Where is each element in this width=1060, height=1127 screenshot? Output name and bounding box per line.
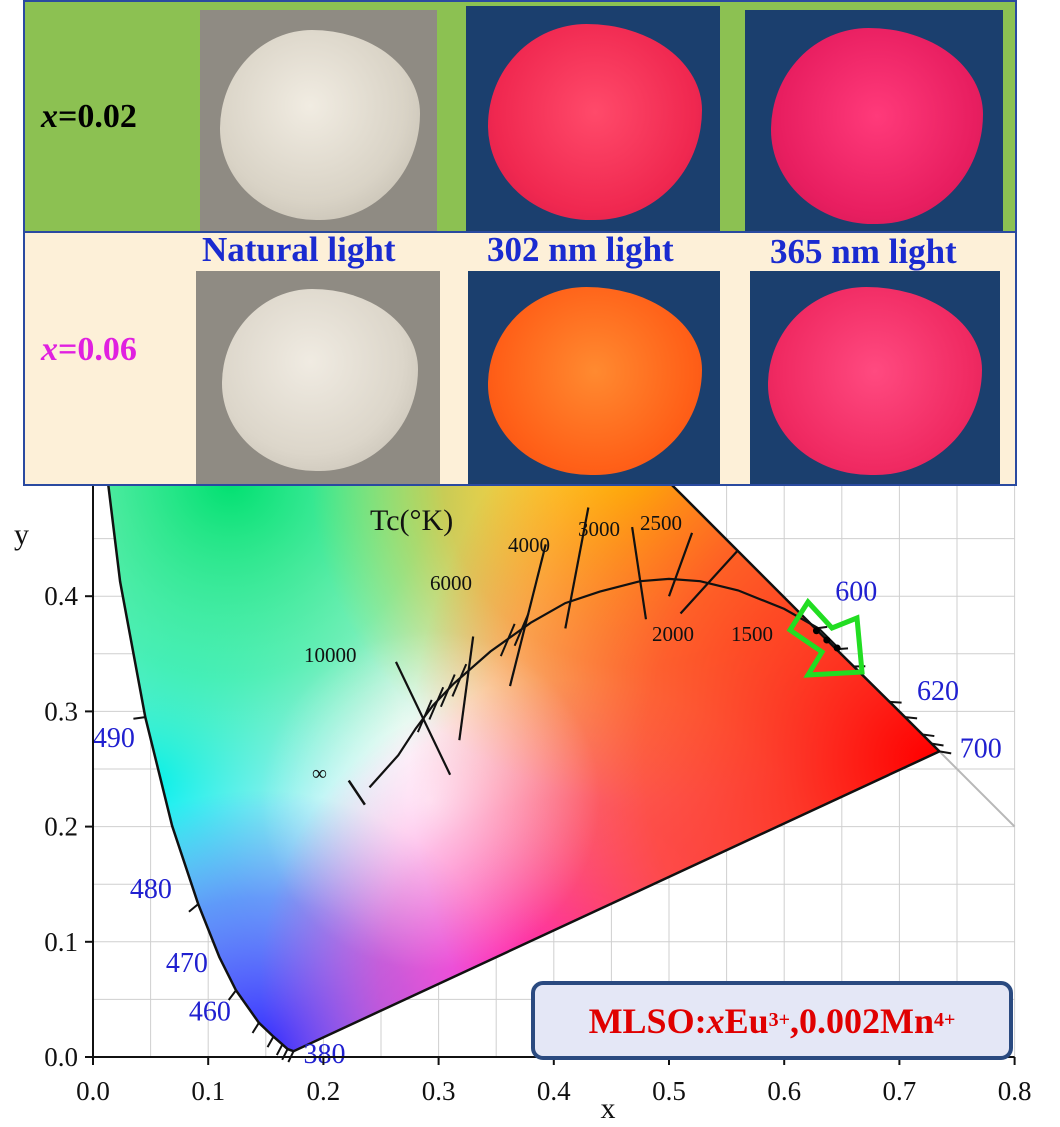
cct-label: ∞	[312, 761, 327, 785]
locus-tick	[227, 989, 237, 1001]
row-label-bottom: x=0.06	[41, 331, 137, 369]
y-tick-label: 0.4	[44, 581, 78, 611]
composition-label-box: MLSO: x Eu 3+ ,0.002Mn 4+	[531, 981, 1013, 1060]
formula-prefix: MLSO:	[588, 1000, 707, 1041]
isotherm-line	[631, 526, 648, 620]
sample-photo-panel: x=0.02 Natural light 302 nm light 365 nm…	[23, 0, 1017, 486]
cct-label: 3000	[578, 517, 620, 541]
locus-tick	[931, 742, 944, 747]
x-tick-label: 0.8	[998, 1076, 1032, 1106]
wavelength-label-490: 490	[93, 723, 135, 754]
planckian-hash	[439, 674, 456, 708]
planckian-end-bar	[347, 779, 366, 806]
isotherm-line	[667, 532, 694, 597]
sample-point	[812, 627, 820, 635]
label-365nm-light: 365 nm light	[770, 232, 957, 271]
x-tick-label: 0.3	[422, 1076, 456, 1106]
isotherm-line	[458, 636, 475, 741]
row-label-value: =0.06	[58, 331, 137, 368]
x-axis-label: x	[601, 1092, 616, 1125]
row-x-0.06: Natural light 302 nm light 365 nm light …	[25, 230, 1015, 484]
photo-365nm-x002	[745, 10, 1003, 231]
formula-ion2-charge: 4+	[934, 1009, 956, 1031]
wavelength-label-700: 700	[960, 734, 1002, 765]
isotherm-line	[508, 544, 547, 687]
label-natural-light: Natural light	[202, 230, 396, 269]
formula-mid: ,0.002Mn	[790, 1000, 935, 1041]
y-tick-label: 0.3	[44, 696, 78, 726]
photo-365nm-x006	[750, 271, 1000, 484]
x-tick-label: 0.1	[191, 1076, 225, 1106]
x-tick-label: 0.2	[307, 1076, 341, 1106]
locus-tick	[905, 716, 918, 720]
cct-label: 1500	[731, 622, 773, 646]
cct-label: 2500	[640, 511, 682, 535]
y-tick-label: 0.1	[44, 927, 78, 957]
spectral-locus	[96, 249, 942, 1053]
isotherm-line	[564, 507, 590, 629]
photo-natural-light-x006	[196, 271, 440, 484]
planckian-hash	[428, 686, 445, 720]
locus-tick	[251, 1022, 260, 1034]
cct-label: 2000	[652, 622, 694, 646]
locus-tick	[889, 700, 902, 704]
sample-point	[823, 636, 831, 644]
locus-tick	[922, 733, 935, 738]
locus-tick	[266, 1036, 275, 1048]
cct-label: 4000	[508, 533, 550, 557]
locus-tick	[133, 716, 146, 720]
row-label-value: =0.02	[58, 98, 137, 135]
planckian-hash	[451, 663, 468, 697]
row-x-0.02: x=0.02	[25, 2, 1015, 231]
isotherm-line	[679, 549, 739, 615]
sample-point	[833, 644, 841, 652]
row-label-var: x	[41, 331, 58, 368]
diagonal-reference-line	[939, 751, 1016, 828]
locus-tick	[188, 903, 199, 913]
wavelength-label-470: 470	[166, 948, 208, 979]
isotherm-line	[394, 661, 452, 776]
locus-tick	[275, 1043, 284, 1056]
x-tick-label: 0.0	[76, 1076, 110, 1106]
formula-ion1-charge: 3+	[768, 1009, 791, 1031]
highlight-arrow	[786, 597, 865, 678]
locus-tick	[281, 1048, 289, 1061]
y-axis-label: y	[14, 518, 29, 551]
row-label-top: x=0.02	[41, 98, 137, 136]
x-tick-label: 0.4	[537, 1076, 571, 1106]
wavelength-label-380: 380	[303, 1039, 345, 1070]
wavelength-label-480: 480	[130, 874, 172, 905]
wavelength-label-620: 620	[917, 676, 959, 707]
photo-302nm-x006	[468, 271, 720, 484]
y-tick-label: 0.0	[44, 1042, 78, 1072]
photo-natural-light-x002	[200, 10, 437, 231]
cct-label: 6000	[430, 571, 472, 595]
y-tick-label: 0.2	[44, 812, 78, 842]
wavelength-label-460: 460	[189, 996, 231, 1027]
formula-ion1: Eu	[724, 1000, 769, 1041]
planckian-title: Tc(°K)	[370, 504, 453, 537]
label-302nm-light: 302 nm light	[487, 230, 674, 269]
wavelength-label-600: 600	[835, 576, 877, 607]
cct-label: 10000	[304, 643, 357, 667]
formula-var: x	[706, 1000, 725, 1041]
x-tick-label: 0.7	[883, 1076, 917, 1106]
x-tick-label: 0.5	[652, 1076, 686, 1106]
planckian-hash	[499, 623, 516, 657]
x-tick-label: 0.6	[767, 1076, 801, 1106]
planckian-hash	[416, 699, 433, 733]
row-label-var: x	[41, 98, 58, 135]
locus-tick	[939, 750, 952, 755]
photo-302nm-x002	[466, 6, 720, 231]
